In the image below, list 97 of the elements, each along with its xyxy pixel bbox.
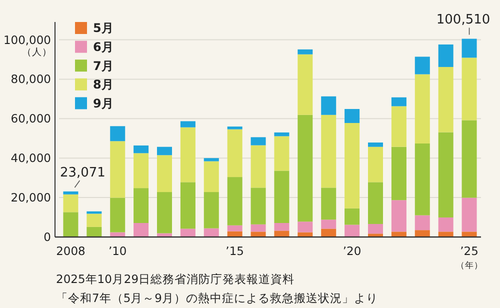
annotation: 23,071 xyxy=(60,165,106,180)
bar xyxy=(250,145,266,188)
bar xyxy=(134,145,149,154)
bar xyxy=(368,146,383,182)
bar xyxy=(274,230,290,237)
bar xyxy=(134,222,149,237)
bar xyxy=(157,192,172,234)
x-tick-label: 2008 xyxy=(56,244,86,258)
bar xyxy=(180,121,196,128)
y-tick-label: 20,000 xyxy=(10,190,51,205)
bar xyxy=(462,198,477,232)
bar xyxy=(63,191,78,194)
y-tick-label: 40,000 xyxy=(10,151,51,166)
bar xyxy=(298,49,313,54)
bar xyxy=(391,106,406,147)
bar xyxy=(274,132,290,136)
bar xyxy=(298,114,313,222)
bar xyxy=(344,224,360,237)
bar xyxy=(63,212,78,237)
bar xyxy=(414,215,430,230)
bar xyxy=(298,54,313,115)
legend-label: 7月 xyxy=(93,58,114,73)
bar xyxy=(391,97,406,106)
legend-label: 6月 xyxy=(93,40,114,54)
bar xyxy=(180,182,196,229)
bar xyxy=(344,122,360,208)
bar xyxy=(344,208,360,225)
bar xyxy=(180,228,196,237)
bar xyxy=(321,188,336,220)
bar xyxy=(344,108,360,123)
y-tick-label: 80,000 xyxy=(10,72,51,86)
bar xyxy=(63,194,78,212)
legend-label: 8月 xyxy=(93,78,114,92)
bar xyxy=(368,224,383,234)
bar xyxy=(204,228,219,237)
bar xyxy=(227,225,242,232)
y-axis-title: （人） xyxy=(22,46,52,58)
bar xyxy=(438,232,454,237)
bar xyxy=(414,74,430,144)
bar xyxy=(274,136,290,171)
x-tick-label: ’25 xyxy=(460,244,478,258)
bar xyxy=(462,58,477,120)
bar xyxy=(391,232,406,237)
bar xyxy=(414,230,430,237)
bar xyxy=(438,217,454,232)
bar xyxy=(321,228,336,237)
bar xyxy=(110,126,126,142)
annotation: 100,510 xyxy=(436,12,490,28)
bar xyxy=(321,220,336,229)
bar xyxy=(321,114,336,188)
bar xyxy=(204,158,219,162)
bar xyxy=(438,132,454,218)
bar xyxy=(250,137,266,146)
bar xyxy=(462,120,477,198)
bar xyxy=(86,214,102,227)
bar xyxy=(204,192,219,228)
bar xyxy=(86,226,102,237)
bar xyxy=(227,129,242,178)
bar xyxy=(298,222,313,232)
legend-label: 9月 xyxy=(93,96,114,110)
y-tick-label: 0 xyxy=(44,230,51,244)
bar xyxy=(134,153,149,188)
bar xyxy=(110,198,126,232)
bar xyxy=(274,222,290,231)
bar xyxy=(368,142,383,147)
bar xyxy=(414,56,430,74)
bar xyxy=(157,146,172,156)
bar xyxy=(250,188,266,224)
bar xyxy=(250,232,266,237)
x-tick-label: ’10 xyxy=(108,244,127,258)
bar xyxy=(110,141,126,198)
bar xyxy=(134,188,149,223)
bar xyxy=(250,224,266,232)
bar xyxy=(321,96,336,115)
bar xyxy=(438,66,454,132)
text: 2025年10月29日総務省消防庁発表報道資料 xyxy=(56,272,295,286)
x-axis-title: （年） xyxy=(456,260,483,271)
x-tick-label: ’20 xyxy=(342,244,362,258)
x-tick-label: ’15 xyxy=(226,244,244,258)
bar xyxy=(274,170,290,223)
bar xyxy=(462,232,477,237)
bar xyxy=(204,161,219,192)
bar xyxy=(227,177,242,226)
bar xyxy=(414,144,430,216)
bar xyxy=(180,127,196,182)
bar xyxy=(157,155,172,192)
bar xyxy=(462,38,477,58)
bar xyxy=(227,126,242,130)
y-tick-label: 100,000 xyxy=(3,32,51,47)
bar xyxy=(368,182,383,224)
bar xyxy=(391,146,406,200)
bar xyxy=(391,200,406,232)
text: 「令和7年（5月～9月）の熱中症による救急搬送状況」より xyxy=(56,291,378,305)
legend-label: 5月 xyxy=(93,21,114,36)
bar xyxy=(438,44,454,67)
y-tick-label: 60,000 xyxy=(10,112,51,126)
bar xyxy=(368,234,383,237)
